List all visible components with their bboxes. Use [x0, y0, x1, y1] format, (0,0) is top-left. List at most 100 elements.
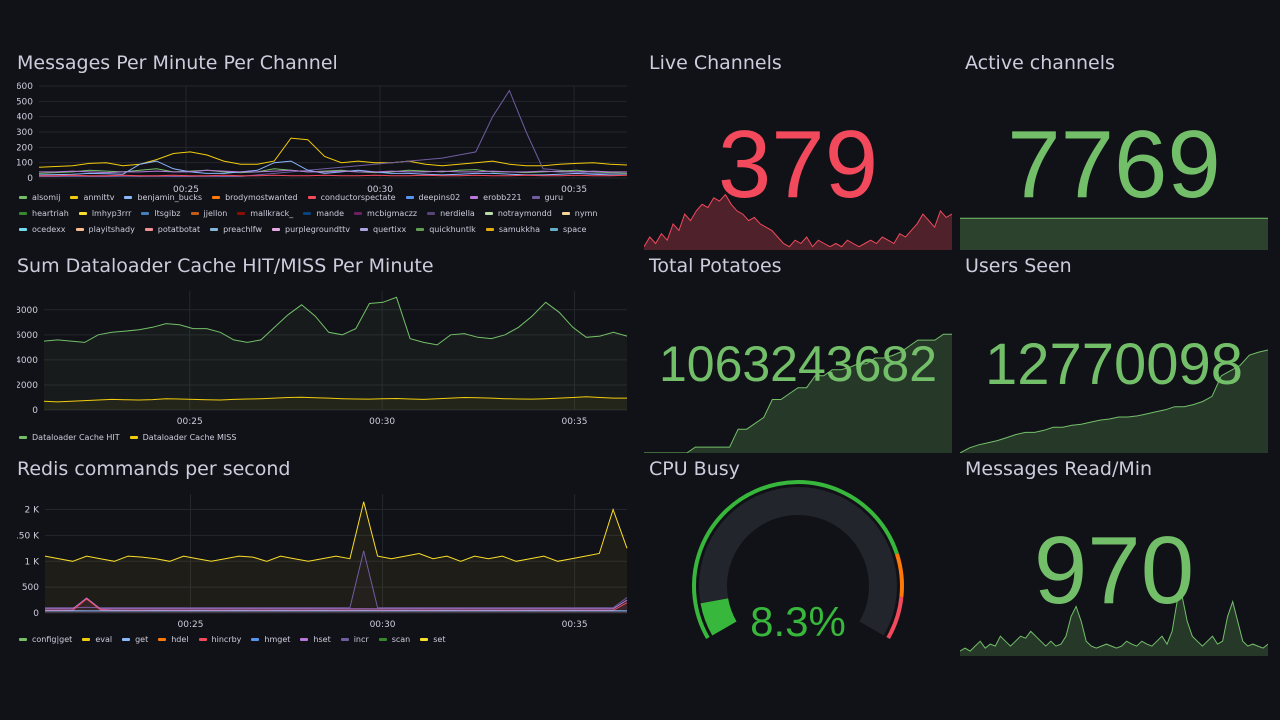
legend-item[interactable]: samukkha	[485, 222, 540, 238]
active-channels-sparkline	[960, 217, 1268, 250]
legend-label: scan	[391, 635, 411, 644]
series-line	[45, 597, 628, 610]
legend-item[interactable]: get	[122, 632, 148, 648]
legend-swatch	[340, 638, 349, 641]
legend-item[interactable]: alsomij	[19, 190, 60, 206]
sparkline-area	[644, 194, 952, 250]
legend-item[interactable]: space	[549, 222, 586, 238]
legend-swatch	[19, 196, 27, 199]
legend-item[interactable]: preachlfw	[210, 222, 262, 238]
users-seen-sparkline	[960, 349, 1268, 453]
legend-swatch	[549, 228, 558, 231]
total-potatoes-sparkline	[644, 333, 952, 453]
legend-item[interactable]: ltsgibz	[141, 206, 181, 222]
panel-dataloader-cache[interactable]: Sum Dataloader Cache HIT/MISS Per Minute…	[17, 255, 629, 445]
series-area	[44, 297, 627, 410]
legend-item[interactable]: eval	[82, 632, 112, 648]
panel-total-potatoes[interactable]: Total Potatoes 1063243682	[644, 255, 952, 453]
legend-swatch	[378, 638, 387, 641]
legend-item[interactable]: nymn	[561, 206, 597, 222]
legend-label: lmhyp3rrr	[91, 209, 132, 218]
panel-live-channels[interactable]: Live Channels 379	[644, 52, 952, 250]
legend-label: eval	[95, 635, 113, 644]
legend-item[interactable]: benjamin_bucks	[124, 190, 202, 206]
legend-item[interactable]: ocedexx	[19, 222, 66, 238]
legend-swatch	[212, 196, 221, 199]
legend-label: preachlfw	[223, 225, 263, 234]
legend-item[interactable]: lmhyp3rrr	[78, 206, 132, 222]
dataloader-cache-chart[interactable]: 0 2000 4000 6000 8000 00:25 00:30 00:35	[17, 287, 629, 432]
legend-item[interactable]: erobb221	[470, 190, 522, 206]
legend-item[interactable]: deepins02	[405, 190, 461, 206]
gauge-value-arc	[700, 597, 737, 636]
panel-messages-per-minute[interactable]: Messages Per Minute Per Channel 0 100 200 3…	[17, 52, 629, 242]
legend-swatch	[78, 212, 87, 215]
legend-swatch	[122, 638, 131, 641]
legend-label: alsomij	[32, 193, 61, 202]
legend-item[interactable]: hincrby	[198, 632, 241, 648]
legend-label: samukkha	[498, 225, 540, 234]
panel-redis-commands[interactable]: Redis commands per second 0 500 1 K 1.50 K 2…	[17, 458, 629, 648]
series-line	[39, 169, 627, 174]
legend-item[interactable]: heartriah	[19, 206, 69, 222]
legend-item[interactable]: purplegroundttv	[272, 222, 350, 238]
legend-item[interactable]: conductorspectate	[307, 190, 396, 206]
legend-item[interactable]: Dataloader Cache MISS	[129, 430, 236, 446]
x-tick-label: 00:35	[562, 620, 588, 630]
panel-users-seen[interactable]: Users Seen 12770098	[960, 255, 1268, 453]
panel-title: Total Potatoes	[649, 255, 782, 277]
legend-item[interactable]: notraymondd	[484, 206, 552, 222]
legend-item[interactable]: mcbigmaczz	[354, 206, 417, 222]
legend-item[interactable]: quickhuntlk	[416, 222, 476, 238]
legend-item[interactable]: brodymostwanted	[212, 190, 298, 206]
legend-item[interactable]: stableronaldo	[19, 238, 87, 242]
legend-swatch	[272, 228, 281, 231]
legend-swatch	[237, 212, 246, 215]
legend-swatch	[75, 228, 84, 231]
legend-item[interactable]: config|get	[19, 632, 72, 648]
legend-item[interactable]: hmget	[251, 632, 290, 648]
y-tick-label: 2 K	[25, 506, 41, 516]
legend-item[interactable]: mallkrack_	[237, 206, 293, 222]
legend-item[interactable]: playitshady	[75, 222, 135, 238]
panel-title: Messages Per Minute Per Channel	[17, 52, 338, 74]
legend-item[interactable]: hdel	[158, 632, 189, 648]
legend-item[interactable]: incr	[340, 632, 369, 648]
panel-title: Messages Read/Min	[965, 458, 1153, 480]
legend-item[interactable]: jjellon	[190, 206, 227, 222]
legend-item[interactable]: mande	[303, 206, 344, 222]
gauge-track	[699, 487, 897, 636]
messages-per-minute-chart[interactable]: 0 100 200 300 400 500 600 00:25 00:30 00:35	[17, 82, 629, 192]
legend-item[interactable]: guru	[531, 190, 563, 206]
legend-item[interactable]: scan	[378, 632, 411, 648]
legend-label: quickhuntlk	[429, 225, 476, 234]
legend-label: deepins02	[418, 193, 461, 202]
legend-item[interactable]: set	[420, 632, 445, 648]
legend-swatch	[416, 228, 425, 231]
series-line	[39, 89, 627, 178]
legend-label: ocedexx	[32, 225, 66, 234]
y-tick-label: 0	[27, 174, 33, 184]
y-tick-label: 400	[17, 113, 33, 123]
legend-item[interactable]: quertixx	[360, 222, 406, 238]
legend-label: erobb221	[483, 193, 522, 202]
panel-active-channels[interactable]: Active channels 7769	[960, 52, 1268, 250]
legend-item[interactable]: nerdiella	[427, 206, 475, 222]
redis-commands-chart[interactable]: 0 500 1 K 1.50 K 2 K 00:25 00:30 00:35	[17, 490, 629, 635]
legend-swatch	[307, 196, 316, 199]
sparkline-area	[960, 596, 1268, 656]
legend-swatch	[470, 196, 479, 199]
legend-item[interactable]: hset	[300, 632, 331, 648]
legend-swatch	[210, 228, 219, 231]
panel-messages-read[interactable]: Messages Read/Min 970	[960, 458, 1268, 656]
legend-item[interactable]: potatbotat	[144, 222, 200, 238]
legend-item[interactable]: anmittv	[70, 190, 114, 206]
gauge-threshold-orange	[894, 553, 904, 598]
legend-label: purplegroundttv	[285, 225, 351, 234]
legend-item[interactable]: Dataloader Cache HIT	[19, 430, 120, 446]
legend-label: quertixx	[373, 225, 407, 234]
legend-item[interactable]: vixi	[97, 238, 124, 242]
panel-cpu-busy[interactable]: CPU Busy 8.3%	[644, 458, 952, 656]
legend-swatch	[82, 638, 91, 641]
legend-swatch	[19, 228, 27, 231]
